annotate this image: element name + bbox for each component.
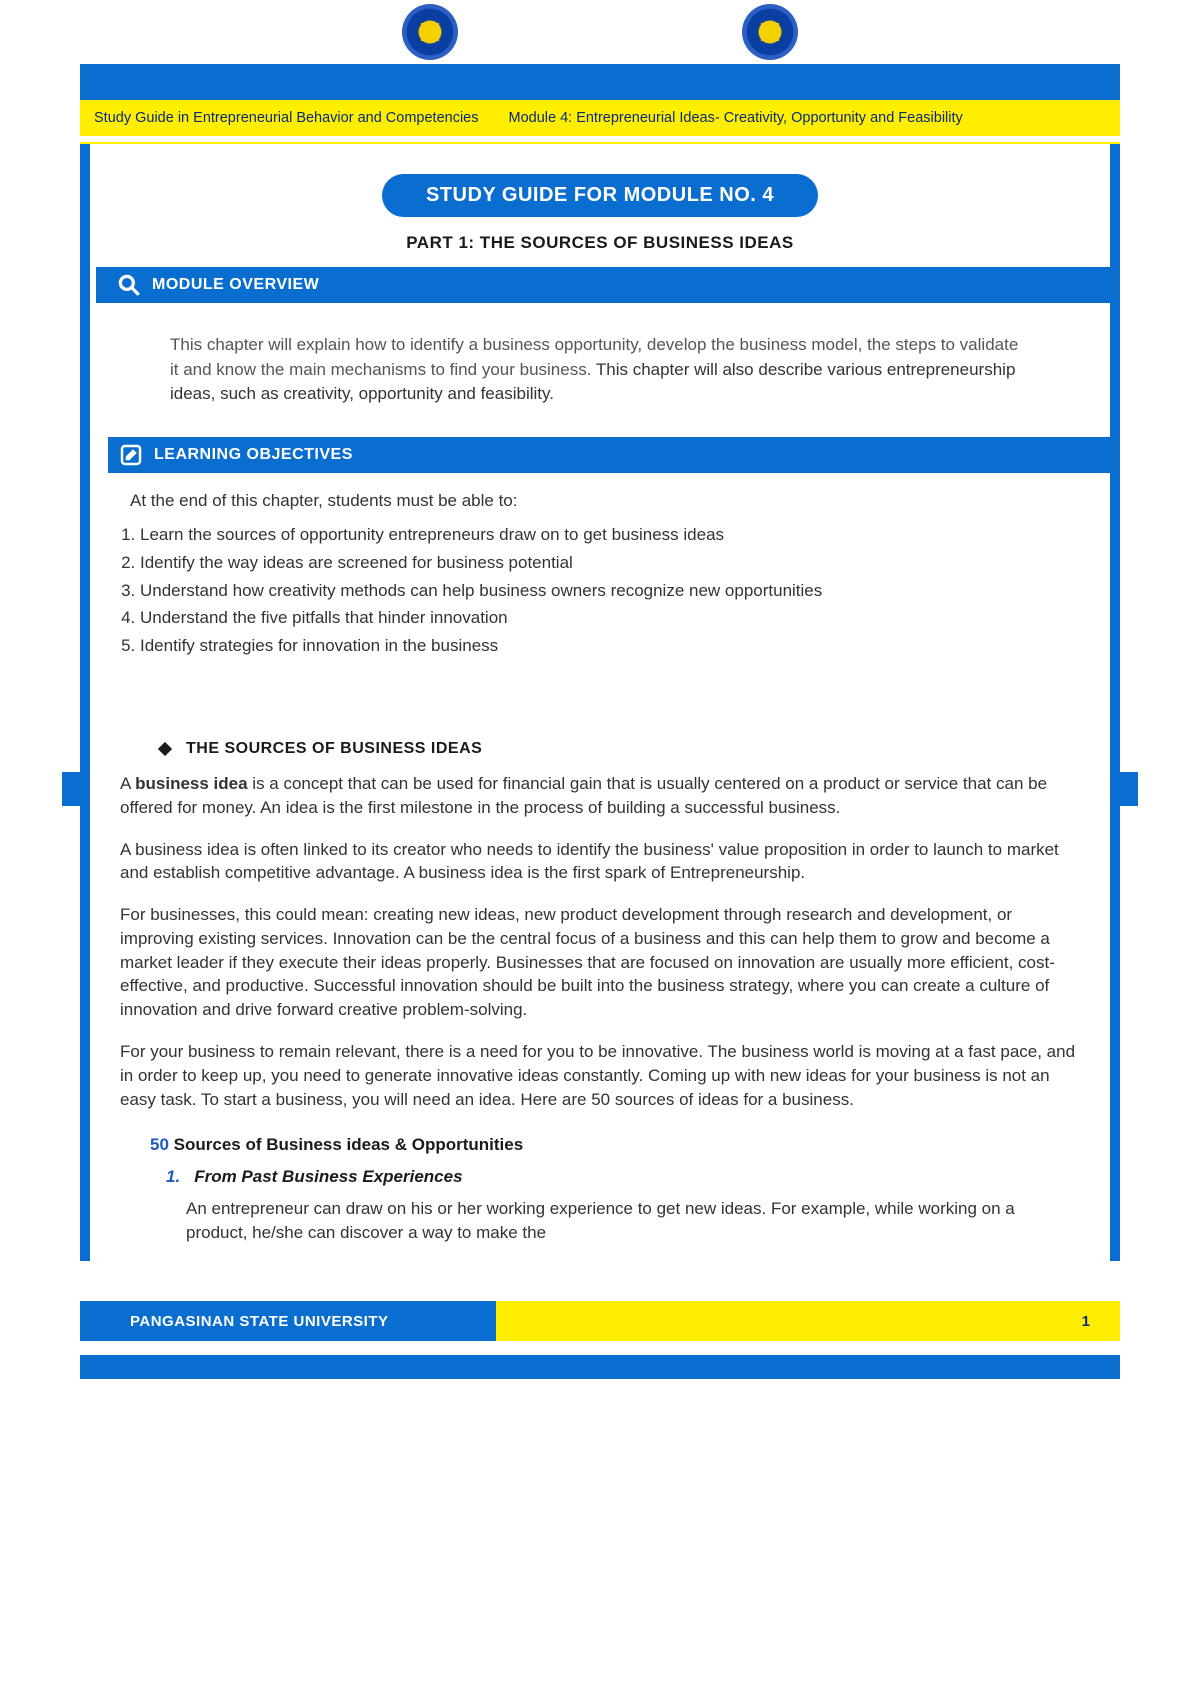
part-title: PART 1: THE SOURCES OF BUSINESS IDEAS bbox=[90, 233, 1110, 253]
objective-item: Understand the five pitfalls that hinder… bbox=[140, 604, 1070, 632]
fifty-rest: Sources of Business ideas & Opportunitie… bbox=[169, 1135, 523, 1154]
objective-item: Learn the sources of opportunity entrepr… bbox=[140, 521, 1070, 549]
overview-text: This chapter will explain how to identif… bbox=[90, 303, 1110, 437]
sources-heading-text: THE SOURCES OF BUSINESS IDEAS bbox=[186, 740, 482, 758]
objectives-intro: At the end of this chapter, students mus… bbox=[90, 473, 1110, 521]
objective-item: Understand how creativity methods can he… bbox=[140, 577, 1070, 605]
objective-item: Identify strategies for innovation in th… bbox=[140, 632, 1070, 660]
sources-heading: THE SOURCES OF BUSINESS IDEAS bbox=[90, 670, 1110, 772]
content-frame: STUDY GUIDE FOR MODULE NO. 4 PART 1: THE… bbox=[80, 144, 1120, 1261]
para1-bold: business idea bbox=[135, 774, 247, 793]
magnifier-icon bbox=[116, 272, 142, 298]
header-right-text: Module 4: Entrepreneurial Ideas- Creativ… bbox=[508, 110, 962, 126]
learning-section-bar: LEARNING OBJECTIVES bbox=[108, 437, 1110, 473]
right-accent-tab bbox=[1120, 772, 1138, 806]
edit-icon bbox=[118, 442, 144, 468]
header-bar: Study Guide in Entrepreneurial Behavior … bbox=[80, 100, 1120, 136]
footer-university: PANGASINAN STATE UNIVERSITY bbox=[80, 1301, 496, 1341]
objectives-list: Learn the sources of opportunity entrepr… bbox=[90, 521, 1110, 670]
item1-heading: 1. From Past Business Experiences bbox=[90, 1161, 1110, 1197]
diamond-bullet-icon bbox=[158, 742, 172, 756]
item1-title: From Past Business Experiences bbox=[194, 1167, 462, 1186]
para-relevant: For your business to remain relevant, th… bbox=[90, 1040, 1110, 1129]
footer-page-number: 1 bbox=[496, 1301, 1120, 1341]
top-blue-band bbox=[80, 64, 1120, 100]
fifty-heading: 50 Sources of Business ideas & Opportuni… bbox=[90, 1129, 1110, 1161]
overview-heading: MODULE OVERVIEW bbox=[152, 276, 319, 294]
para-creator: A business idea is often linked to its c… bbox=[90, 838, 1110, 904]
university-logo-right bbox=[742, 4, 798, 60]
para1-rest: is a concept that can be used for financ… bbox=[120, 774, 1047, 817]
fifty-number: 50 bbox=[150, 1135, 169, 1154]
document-page: Study Guide in Entrepreneurial Behavior … bbox=[0, 0, 1200, 1698]
left-accent-tab bbox=[62, 772, 80, 806]
title-pill-wrap: STUDY GUIDE FOR MODULE NO. 4 bbox=[90, 144, 1110, 223]
header-left-text: Study Guide in Entrepreneurial Behavior … bbox=[94, 110, 478, 126]
para1-lead: A bbox=[120, 774, 135, 793]
footer-bar: PANGASINAN STATE UNIVERSITY 1 bbox=[80, 1301, 1120, 1341]
bottom-blue-band bbox=[80, 1355, 1120, 1379]
logo-row bbox=[0, 0, 1200, 64]
overview-section-bar: MODULE OVERVIEW bbox=[96, 267, 1110, 303]
title-pill: STUDY GUIDE FOR MODULE NO. 4 bbox=[382, 174, 818, 217]
objective-item: Identify the way ideas are screened for … bbox=[140, 549, 1070, 577]
item1-body: An entrepreneur can draw on his or her w… bbox=[90, 1197, 1110, 1255]
para-business-idea: A business idea is a concept that can be… bbox=[90, 772, 1110, 838]
item1-number: 1. bbox=[166, 1167, 180, 1186]
university-logo-left bbox=[402, 4, 458, 60]
para-innovation: For businesses, this could mean: creatin… bbox=[90, 903, 1110, 1040]
learning-heading: LEARNING OBJECTIVES bbox=[154, 446, 353, 464]
